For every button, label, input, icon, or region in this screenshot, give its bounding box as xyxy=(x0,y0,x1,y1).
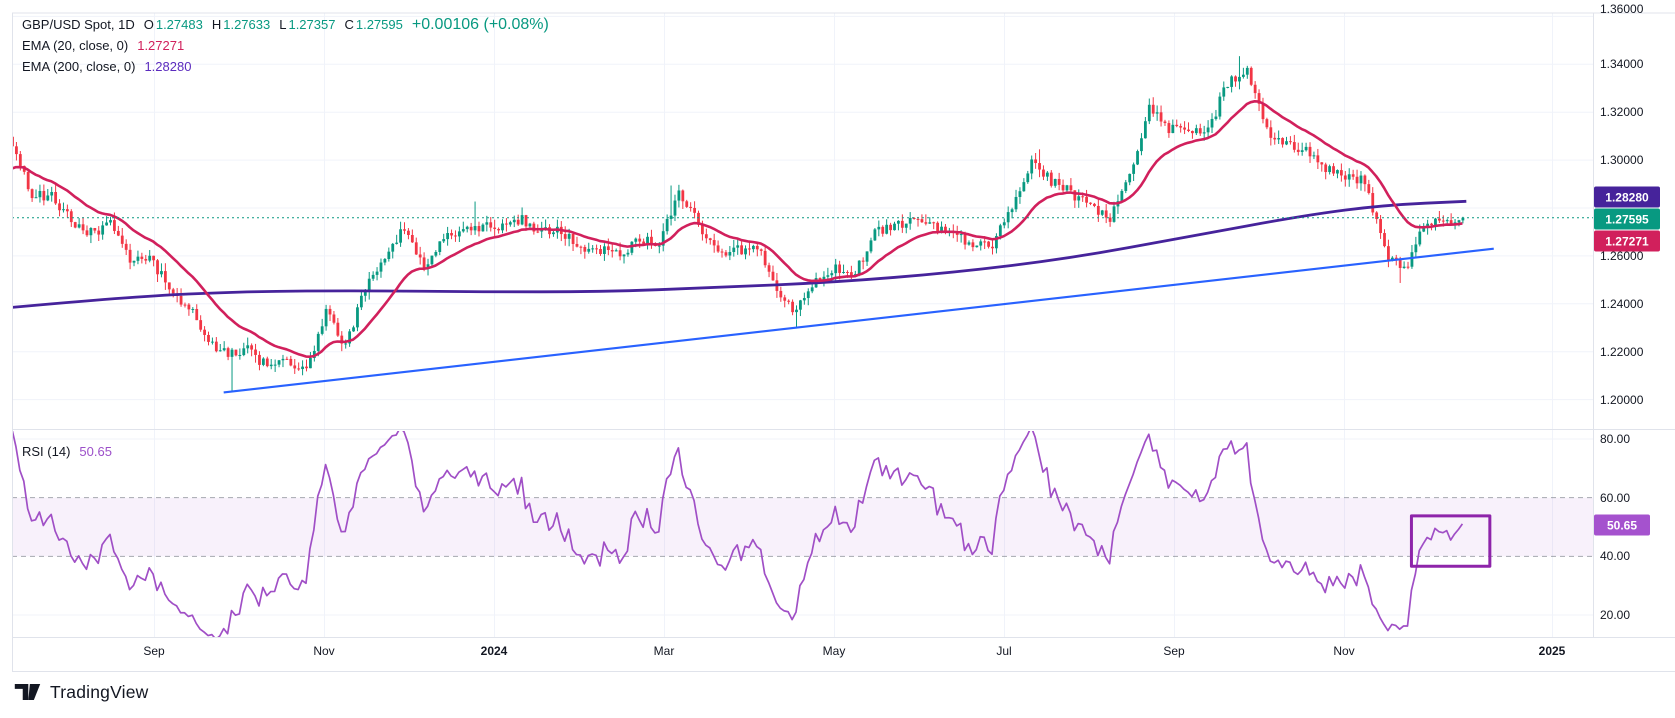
tradingview-logo-text: TradingView xyxy=(50,681,149,702)
ema20-value: 1.27271 xyxy=(137,38,185,53)
ema20-label: EMA (20, close, 0) xyxy=(22,38,129,53)
time-tick-label: May xyxy=(822,644,846,658)
axis-price-badge: 1.27271 xyxy=(1594,230,1660,252)
ohlc-open: O 1.27483 xyxy=(143,16,203,32)
axis-tick-label: 1.24000 xyxy=(1600,297,1644,311)
ohlc-close: C 1.27595 xyxy=(344,16,403,32)
axis-tick-label: 1.26000 xyxy=(1600,249,1644,263)
ema200-value: 1.28280 xyxy=(144,59,192,74)
symbol-title: GBP/USD Spot, 1D xyxy=(22,17,135,32)
ohlc-high: H 1.27633 xyxy=(211,16,271,32)
axis-price-badge: 1.27595 xyxy=(1594,208,1660,230)
axis-tick-label: 40.00 xyxy=(1600,549,1631,563)
time-tick-label: Nov xyxy=(313,644,335,658)
axis-tick-label: 60.00 xyxy=(1600,491,1631,505)
rsi-legend: RSI (14) 50.65 xyxy=(22,441,112,462)
ema200-label: EMA (200, close, 0) xyxy=(22,59,136,74)
legend-symbol-row[interactable]: GBP/USD Spot, 1D O 1.27483 H 1.27633 L 1.27… xyxy=(22,14,549,35)
axis-tick-label: 1.32000 xyxy=(1600,105,1644,119)
axis-tick-label: 1.34000 xyxy=(1600,57,1644,71)
legend-ema20-row[interactable]: EMA (20, close, 0) 1.27271 xyxy=(22,35,549,56)
time-tick-label: Jul xyxy=(996,644,1012,658)
time-axis[interactable]: Sep Nov 2024 Mar May Jul Sep Nov 2025 xyxy=(0,637,1675,668)
tradingview-logo-icon xyxy=(14,684,41,700)
change-value: +0.00106 (+0.08%) xyxy=(411,15,549,33)
axis-tick-label: 1.22000 xyxy=(1600,345,1644,359)
axis-tick-label: 1.30000 xyxy=(1600,153,1644,167)
price-axis[interactable]: 1.36000 1.34000 1.32000 1.30000 1.26000 1.240… xyxy=(1593,0,1675,637)
time-tick-label: Nov xyxy=(1333,644,1355,658)
ohlc-low: L 1.27357 xyxy=(279,16,336,32)
axis-tick-label: 80.00 xyxy=(1600,432,1631,446)
axis-tick-label: 1.20000 xyxy=(1600,393,1644,407)
time-tick-label: Sep xyxy=(1163,644,1185,658)
axis-tick-label: 20.00 xyxy=(1600,608,1631,622)
indicator-legend: GBP/USD Spot, 1D O 1.27483 H 1.27633 L 1.27… xyxy=(22,14,549,77)
axis-price-badge: 50.65 xyxy=(1594,514,1650,536)
legend-ema200-row[interactable]: EMA (200, close, 0) 1.28280 xyxy=(22,56,549,77)
rsi-value: 50.65 xyxy=(79,444,112,459)
time-tick-label: 2024 xyxy=(480,644,508,658)
legend-rsi-row[interactable]: RSI (14) 50.65 xyxy=(22,441,112,462)
time-tick-label: Sep xyxy=(143,644,165,658)
axis-tick-label: 1.36000 xyxy=(1600,2,1644,16)
time-tick-label: Mar xyxy=(653,644,675,658)
axis-price-badge: 1.28280 xyxy=(1594,186,1660,208)
time-tick-label: 2025 xyxy=(1538,644,1566,658)
tradingview-branding-link[interactable]: TradingView xyxy=(14,681,149,703)
rsi-label: RSI (14) xyxy=(22,444,71,459)
